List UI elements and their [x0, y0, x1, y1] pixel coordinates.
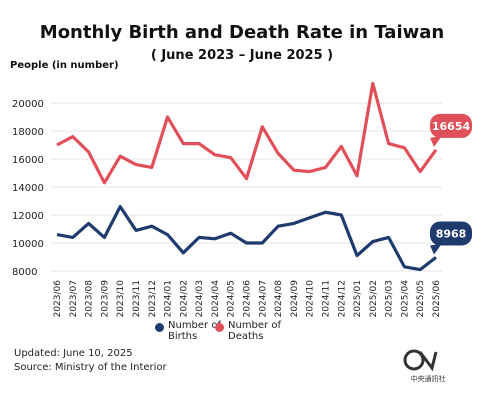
x-tick-label: 2024/01 [164, 280, 174, 317]
x-tick-label: 2024/08 [274, 280, 284, 318]
updated-note: Updated: June 10, 2025 [14, 348, 133, 359]
series-line [56, 205, 437, 272]
y-tick-label: 8000 [12, 267, 37, 278]
x-tick-label: 2023/06 [53, 280, 63, 318]
x-tick-label: 2024/09 [290, 280, 300, 318]
x-tick-label: 2024/06 [243, 280, 253, 318]
logo-text: 中央通訊社 [411, 374, 446, 383]
value-callout: 16654 [430, 113, 472, 147]
x-tick-label: 2024/03 [195, 280, 205, 317]
x-tick-label: 2024/04 [211, 280, 221, 318]
y-axis-label: People (in number) [10, 60, 119, 71]
x-tick-label: 2023/11 [132, 280, 142, 317]
x-tick-label: 2024/07 [258, 280, 268, 317]
x-tick-label: 2025/02 [369, 280, 379, 317]
legend-label: Number of Births [168, 320, 221, 342]
x-tick-label: 2025/01 [353, 280, 363, 317]
value-callout: 8968 [430, 221, 472, 255]
y-tick-label: 12000 [12, 211, 44, 222]
series-line [56, 81, 438, 185]
y-tick-label: 14000 [12, 183, 44, 194]
x-tick-label: 2024/11 [321, 280, 331, 317]
x-tick-label: 2024/05 [227, 280, 237, 317]
source-note: Source: Ministry of the Interior [14, 362, 167, 373]
chart-subtitle: ( June 2023 – June 2025 ) [151, 48, 333, 63]
y-tick-label: 20000 [12, 99, 44, 110]
y-tick-label: 10000 [12, 239, 44, 250]
x-tick-label: 2025/06 [432, 280, 442, 318]
x-tick-label: 2025/03 [385, 280, 395, 317]
x-tick-label: 2024/10 [306, 280, 316, 318]
y-tick-label: 16000 [12, 155, 44, 166]
x-tick-label: 2023/07 [69, 280, 79, 317]
x-tick-label: 2024/12 [337, 280, 347, 317]
x-tick-label: 2023/08 [85, 280, 95, 318]
callout-box [430, 221, 472, 246]
y-tick-label: 18000 [12, 127, 44, 138]
callout-box [430, 135, 442, 147]
legend-label: Number of Deaths [228, 320, 281, 342]
logo: 中央通訊社 [403, 349, 446, 383]
x-tick-label: 2025/05 [416, 280, 426, 317]
x-tick-label: 2023/12 [148, 280, 158, 317]
callout-box [430, 243, 442, 255]
x-tick-label: 2025/04 [400, 280, 410, 318]
data-label: 8968 [436, 227, 467, 240]
legend-swatch [215, 323, 224, 332]
x-tick-label: 2023/10 [116, 280, 126, 318]
x-tick-label: 2024/02 [179, 280, 189, 317]
data-label: 16654 [432, 120, 471, 133]
legend-swatch [155, 323, 164, 332]
chart-title: Monthly Birth and Death Rate in Taiwan [40, 22, 444, 43]
x-tick-label: 2023/09 [100, 280, 110, 318]
callout-box [430, 113, 472, 138]
